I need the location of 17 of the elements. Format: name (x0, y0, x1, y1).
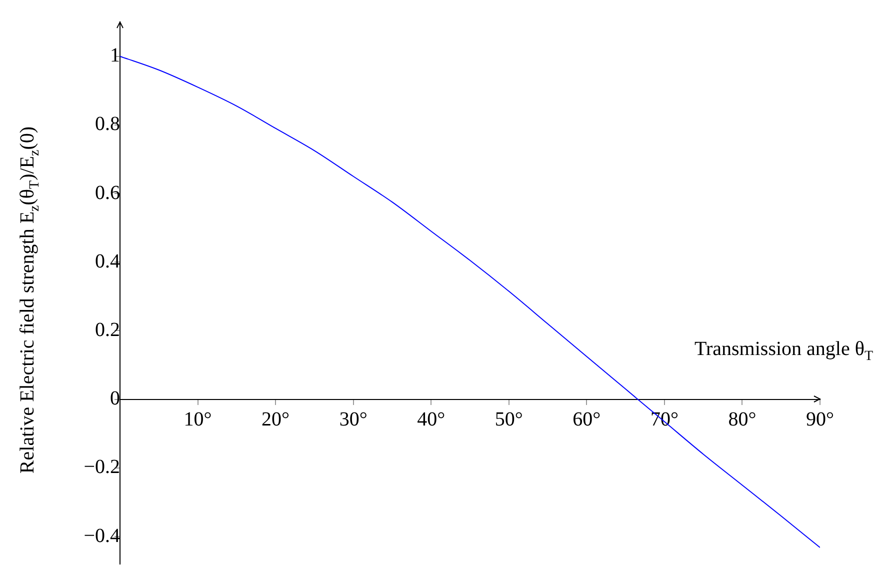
x-tick-label: 20° (262, 408, 290, 431)
x-tick-label: 90° (806, 408, 834, 431)
x-tick-label: 50° (494, 408, 523, 431)
x-tick-label: 60° (572, 408, 601, 431)
y-tick-label: 0.2 (95, 318, 120, 341)
x-tick-label: 30° (339, 408, 368, 431)
x-axis-title: Transmission angle θ$_{T}$ (694, 338, 873, 365)
y-tick-label: 1 (110, 44, 120, 67)
x-tick-label: 80° (728, 408, 756, 431)
y-tick-label: 0 (110, 388, 120, 410)
x-tick-label: 10° (184, 408, 212, 431)
y-tick-label: 0.4 (95, 250, 120, 272)
y-tick-label: −0.2 (84, 456, 120, 478)
y-tick-label: −0.4 (84, 524, 120, 547)
x-tick-label: 40° (417, 408, 446, 431)
y-tick-label: 0.6 (95, 182, 120, 204)
y-tick-label: 0.8 (95, 113, 120, 136)
